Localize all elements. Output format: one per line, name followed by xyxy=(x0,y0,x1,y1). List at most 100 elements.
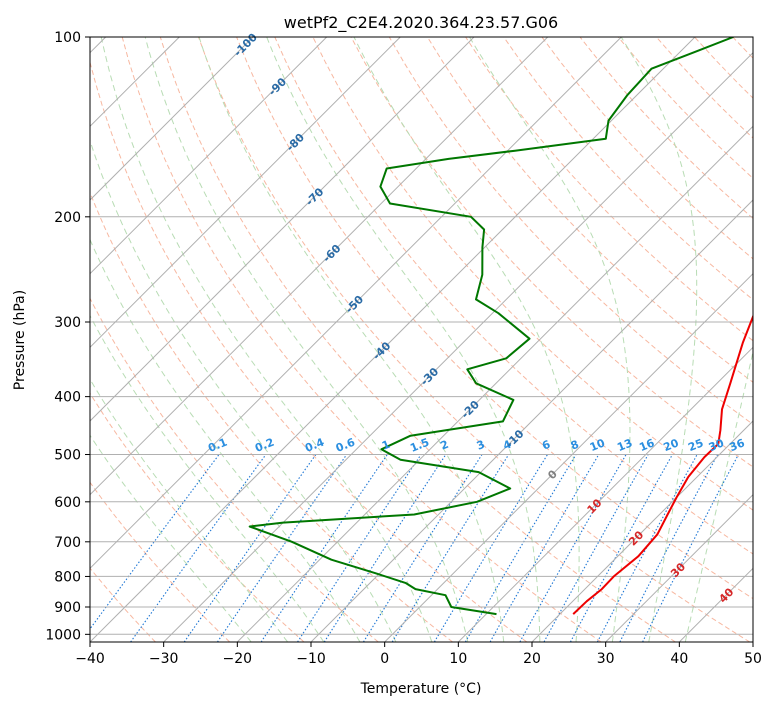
isotherm-line xyxy=(457,346,753,642)
isotherm-line xyxy=(90,37,549,496)
dry-adiabat xyxy=(236,37,753,600)
y-tick-label: 300 xyxy=(54,315,81,331)
dry-adiabat xyxy=(426,37,753,383)
isotherm-line xyxy=(531,420,753,642)
background-lines xyxy=(90,37,753,642)
dry-adiabat xyxy=(388,37,753,425)
x-axis: −40 −30 −20 −10 0 10 20 30 40 50 xyxy=(75,642,762,667)
y-tick-label: 500 xyxy=(54,448,81,464)
isotherm-line xyxy=(310,199,753,642)
mixing-ratio-line xyxy=(464,454,577,642)
mixing-ratio-line xyxy=(543,454,649,642)
mixing-ratio-line xyxy=(323,454,447,642)
mixing-ratio-label: 36 xyxy=(728,436,747,454)
dry-adiabat xyxy=(732,37,753,59)
mixing-ratio-label: 2 xyxy=(439,438,451,453)
isotherm-line xyxy=(90,37,401,349)
isotherm-line xyxy=(163,51,753,642)
mixing-ratio-line xyxy=(362,454,483,642)
mixing-ratio-line xyxy=(183,454,317,642)
moist-adiabat xyxy=(90,314,325,642)
dry-adiabat xyxy=(465,37,753,342)
y-axis: 100 200 300 400 500 600 700 800 900 1000 xyxy=(45,30,90,643)
dry-adiabat xyxy=(159,37,676,642)
mixing-ratio-label: 20 xyxy=(662,436,681,454)
mixing-ratio-label: 6 xyxy=(540,438,552,453)
y-tick-label: 400 xyxy=(54,390,81,406)
y-tick-label: 800 xyxy=(54,569,81,585)
mixing-ratio-line xyxy=(569,454,673,642)
mixing-ratio-line xyxy=(596,454,698,642)
dry-adiabat xyxy=(90,297,379,642)
moist-adiabat xyxy=(266,37,541,642)
x-tick-label: 10 xyxy=(449,651,467,667)
x-tick-label: 40 xyxy=(670,651,688,667)
mixing-ratio-line xyxy=(260,454,388,642)
dry-adiabat xyxy=(121,37,602,642)
mixing-ratio-label: 16 xyxy=(637,436,656,454)
y-tick-label: 900 xyxy=(54,600,81,616)
moist-adiabat xyxy=(90,378,289,642)
gridlines xyxy=(90,37,753,642)
dry-adiabat xyxy=(198,37,751,642)
y-tick-label: 700 xyxy=(54,535,81,551)
x-tick-label: −40 xyxy=(75,651,105,667)
isotherm-line xyxy=(678,567,753,642)
isotherm-line xyxy=(90,37,328,275)
dewpoint-profile xyxy=(248,37,734,616)
mixing-ratio-label: 30 xyxy=(707,436,726,454)
mixing-ratio-line xyxy=(90,454,220,630)
dry-adiabat xyxy=(90,567,156,642)
mixing-ratio-label: 13 xyxy=(615,436,634,454)
moist-adiabat xyxy=(620,37,698,642)
y-tick-label: 600 xyxy=(54,495,81,511)
mixing-ratio-line xyxy=(216,454,348,642)
y-axis-label: Pressure (hPa) xyxy=(12,290,28,390)
mixing-ratio-line xyxy=(489,454,600,642)
moist-adiabat xyxy=(144,37,469,642)
x-axis-label: Temperature (°C) xyxy=(360,681,482,697)
profile-lines xyxy=(248,37,753,616)
mixing-ratio-line xyxy=(130,454,267,642)
x-tick-label: −30 xyxy=(149,651,179,667)
moist-adiabat xyxy=(90,238,361,642)
x-tick-label: 30 xyxy=(597,651,615,667)
dry-adiabat xyxy=(90,481,231,642)
moist-adiabat xyxy=(469,37,631,642)
y-tick-label: 100 xyxy=(54,30,81,46)
isotherm-line xyxy=(90,37,475,422)
mixing-ratio-label: 10 xyxy=(588,436,607,454)
dry-adiabat xyxy=(503,37,753,301)
x-tick-label: 20 xyxy=(523,651,541,667)
isotherm-line xyxy=(605,493,753,642)
mixing-ratio-label: 0.2 xyxy=(253,436,276,455)
x-tick-label: −10 xyxy=(296,651,326,667)
mixing-ratio-line xyxy=(642,454,739,642)
isotherm-line xyxy=(90,37,254,201)
isotherm-label: -100 xyxy=(231,30,260,59)
mixing-ratio-label: 3 xyxy=(475,438,487,453)
isotherm-line xyxy=(384,272,753,642)
dry-adiabat xyxy=(656,37,753,139)
mixing-ratio-label: 1 xyxy=(380,438,392,453)
moist-adiabat xyxy=(90,434,252,642)
mixing-ratio-label: 25 xyxy=(686,436,705,454)
x-tick-label: 50 xyxy=(744,651,762,667)
moist-adiabat xyxy=(100,37,433,642)
moist-adiabat xyxy=(198,37,505,642)
chart-title: wetPf2_C2E4.2020.364.23.57.G06 xyxy=(284,13,558,33)
temperature-profile xyxy=(572,313,753,615)
y-tick-label: 200 xyxy=(54,210,81,226)
plot-frame xyxy=(89,36,754,643)
dry-adiabat xyxy=(90,60,528,642)
mixing-ratio-line xyxy=(433,454,548,642)
x-tick-label: −20 xyxy=(223,651,253,667)
isotherm-line xyxy=(236,125,753,642)
isotherm-label: -80 xyxy=(284,131,307,154)
mixing-ratio-line xyxy=(519,454,627,642)
mixing-ratio-label: 8 xyxy=(569,438,581,453)
dry-adiabat xyxy=(90,392,305,642)
x-tick-label: 0 xyxy=(380,651,389,667)
isotherm-line xyxy=(90,37,696,642)
